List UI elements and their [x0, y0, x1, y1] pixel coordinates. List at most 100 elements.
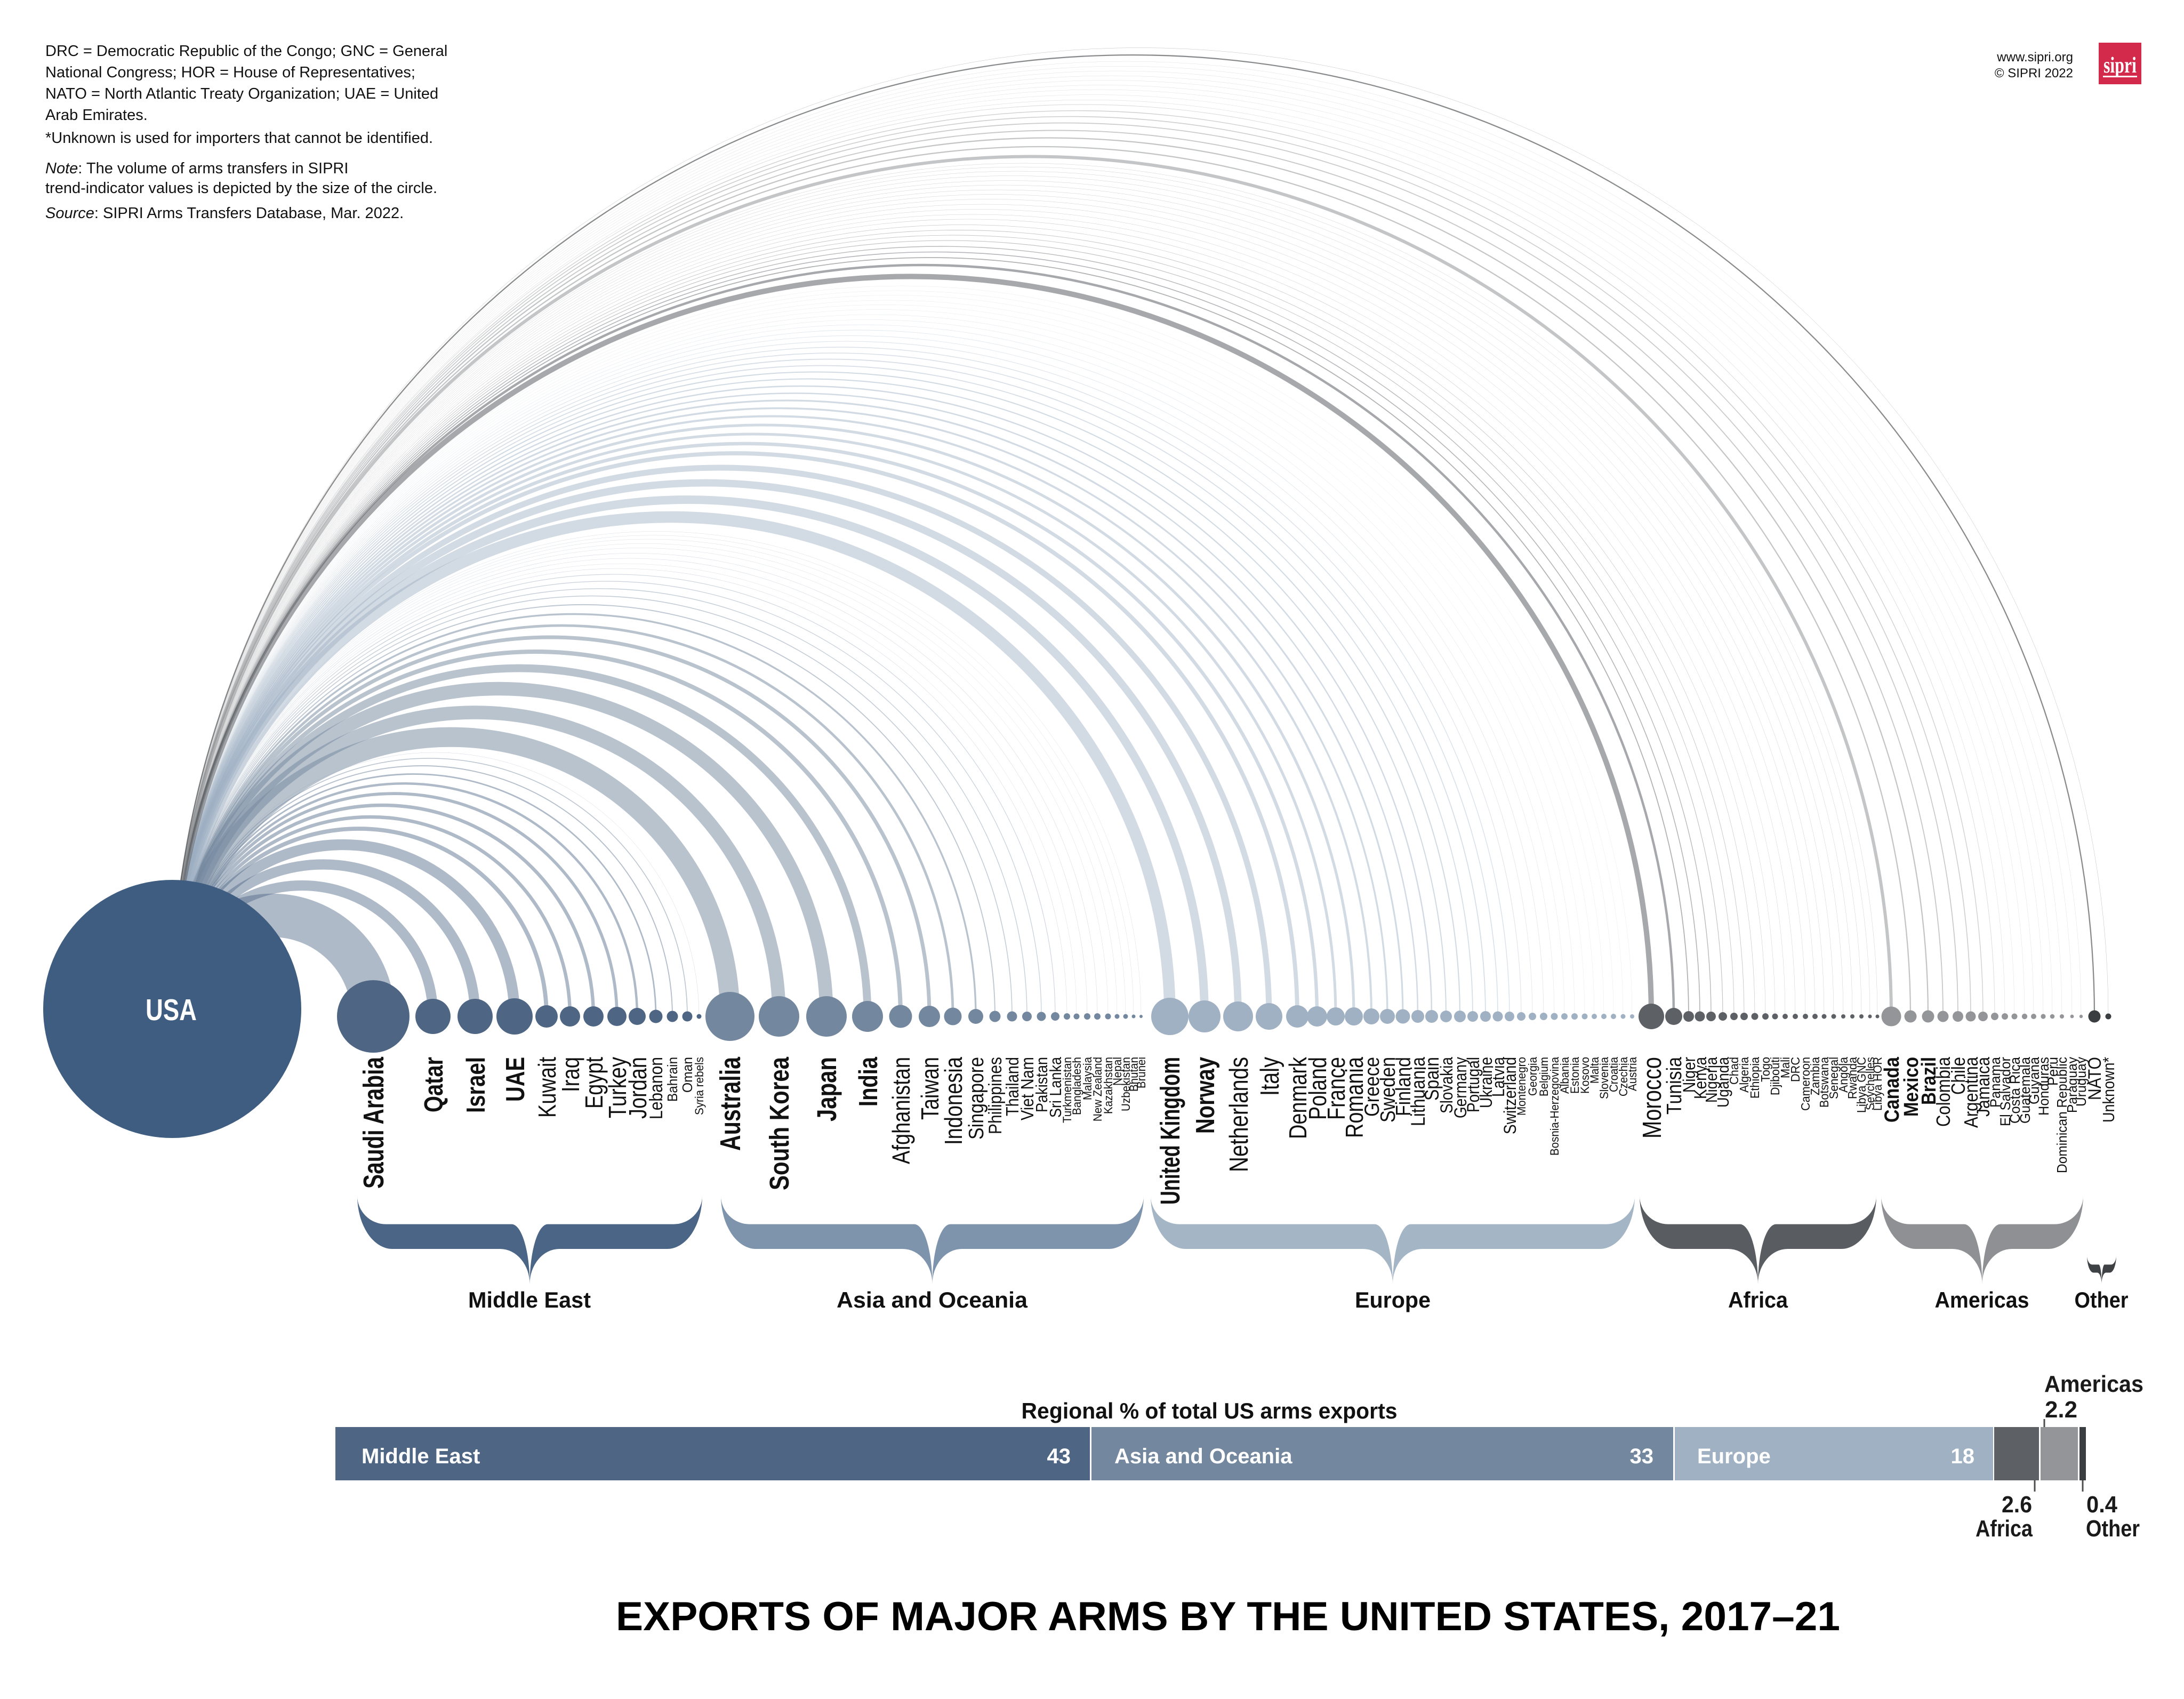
svg-text:Mexico: Mexico	[1900, 1057, 1923, 1117]
svg-text:Nigeria: Nigeria	[1702, 1056, 1721, 1103]
svg-text:Mali: Mali	[1778, 1057, 1792, 1078]
svg-text:Jordan: Jordan	[624, 1057, 652, 1119]
svg-text:Peru: Peru	[2045, 1057, 2061, 1086]
svg-text:Rwanda: Rwanda	[1845, 1057, 1859, 1099]
svg-text:www.sipri.org: www.sipri.org	[1996, 50, 2073, 65]
svg-text:Kazakhstan: Kazakhstan	[1102, 1057, 1115, 1114]
svg-text:Source: SIPRI Arms Transfers D: Source: SIPRI Arms Transfers Database, M…	[45, 205, 404, 222]
svg-text:Cameroon: Cameroon	[1798, 1057, 1812, 1111]
svg-text:Austria: Austria	[1626, 1056, 1639, 1091]
svg-text:Pakistan: Pakistan	[1032, 1057, 1051, 1112]
svg-text:Netherlands: Netherlands	[1225, 1057, 1254, 1172]
svg-text:USA: USA	[146, 993, 197, 1027]
svg-text:Costa Rica: Costa Rica	[2007, 1056, 2023, 1124]
svg-text:Kuwait: Kuwait	[533, 1057, 561, 1118]
svg-text:Malaysia: Malaysia	[1081, 1056, 1094, 1100]
svg-text:Montenegro: Montenegro	[1515, 1057, 1528, 1116]
svg-text:Honduras: Honduras	[2036, 1057, 2052, 1116]
svg-text:Slovenia: Slovenia	[1597, 1056, 1611, 1099]
svg-text:Angola: Angola	[1836, 1057, 1850, 1093]
svg-text:NATO = North Atlantic Treaty O: NATO = North Atlantic Treaty Organizatio…	[45, 85, 438, 102]
svg-text:Note: The volume of arms trans: Note: The volume of arms transfers in SI…	[45, 160, 348, 177]
svg-text:43: 43	[1047, 1445, 1071, 1468]
svg-text:Regional % of total US arms ex: Regional % of total US arms exports	[1022, 1398, 1398, 1423]
svg-text:NATO: NATO	[2085, 1057, 2105, 1100]
svg-text:Libya GNC: Libya GNC	[1854, 1057, 1868, 1113]
svg-text:trend-indicator values is depi: trend-indicator values is depicted by th…	[45, 180, 437, 197]
svg-text:Iraq: Iraq	[557, 1057, 584, 1092]
svg-text:Lebanon: Lebanon	[646, 1057, 667, 1119]
svg-text:Algeria: Algeria	[1737, 1057, 1751, 1093]
svg-text:Botswana: Botswana	[1817, 1057, 1831, 1108]
svg-text:Lithuania: Lithuania	[1407, 1057, 1429, 1126]
svg-text:Belgium: Belgium	[1537, 1057, 1551, 1096]
svg-text:Other: Other	[2086, 1516, 2140, 1542]
svg-text:Greece: Greece	[1361, 1057, 1384, 1117]
svg-text:Bangladesh: Bangladesh	[1070, 1057, 1083, 1115]
svg-text:El Salvador: El Salvador	[1997, 1057, 2013, 1126]
svg-text:Other: Other	[2075, 1287, 2129, 1312]
svg-text:Djibouti: Djibouti	[1768, 1057, 1782, 1095]
svg-text:Turkey: Turkey	[604, 1057, 631, 1118]
svg-text:Senegal: Senegal	[1827, 1057, 1841, 1099]
svg-text:Syria rebels: Syria rebels	[693, 1057, 706, 1115]
svg-text:Viet Nam: Viet Nam	[1017, 1057, 1037, 1120]
svg-text:France: France	[1322, 1057, 1350, 1120]
svg-text:2.6: 2.6	[2002, 1492, 2032, 1518]
svg-text:Turkmenistan: Turkmenistan	[1061, 1057, 1074, 1123]
svg-text:Qatar: Qatar	[420, 1057, 448, 1112]
svg-text:Guyana: Guyana	[2026, 1056, 2042, 1104]
svg-text:Czechia: Czechia	[1617, 1056, 1630, 1096]
svg-text:Chad: Chad	[1727, 1057, 1741, 1085]
svg-text:Americas: Americas	[2044, 1371, 2143, 1397]
svg-text:Seychelles: Seychelles	[1864, 1057, 1877, 1110]
svg-text:18: 18	[1951, 1445, 1975, 1468]
svg-text:Middle East: Middle East	[362, 1445, 480, 1468]
svg-text:Spain: Spain	[1421, 1057, 1443, 1101]
svg-text:Oman: Oman	[679, 1057, 695, 1093]
svg-text:Bahrain: Bahrain	[664, 1057, 680, 1102]
svg-text:UAE: UAE	[501, 1057, 530, 1102]
svg-text:Ethiopia: Ethiopia	[1748, 1057, 1762, 1099]
svg-text:Libya HOR: Libya HOR	[1871, 1057, 1884, 1111]
svg-text:Unknown*: Unknown*	[2099, 1057, 2118, 1123]
svg-text:Panama: Panama	[1987, 1056, 2003, 1108]
svg-text:Denmark: Denmark	[1284, 1056, 1312, 1139]
svg-text:Albania: Albania	[1558, 1056, 1571, 1094]
svg-text:United Kingdom: United Kingdom	[1155, 1057, 1185, 1205]
svg-text:Europe: Europe	[1355, 1287, 1431, 1312]
svg-text:Thailand: Thailand	[1002, 1057, 1022, 1116]
svg-text:Ukraine: Ukraine	[1476, 1057, 1496, 1108]
svg-text:Chile: Chile	[1947, 1057, 1969, 1095]
svg-text:India: India	[854, 1056, 883, 1107]
svg-text:Afghanistan: Afghanistan	[887, 1057, 915, 1164]
svg-text:Brazil: Brazil	[1918, 1057, 1940, 1105]
svg-text:Paraguay: Paraguay	[2064, 1057, 2080, 1113]
svg-text:DRC = Democratic Republic of t: DRC = Democratic Republic of the Congo; …	[45, 43, 447, 60]
svg-text:Egypt: Egypt	[580, 1057, 608, 1109]
svg-text:Philippines: Philippines	[985, 1057, 1006, 1134]
svg-text:Colombia: Colombia	[1932, 1056, 1954, 1127]
svg-text:Zambia: Zambia	[1808, 1057, 1822, 1095]
svg-text:Italy: Italy	[1256, 1057, 1284, 1096]
svg-text:Asia and Oceania: Asia and Oceania	[837, 1287, 1028, 1312]
svg-text:Canada: Canada	[1881, 1057, 1904, 1123]
svg-text:Sri Lanka: Sri Lanka	[1046, 1056, 1065, 1118]
svg-text:Portugal: Portugal	[1464, 1057, 1483, 1112]
svg-text:Dominican Republic: Dominican Republic	[2054, 1057, 2070, 1173]
svg-text:EXPORTS OF MAJOR ARMS BY THE U: EXPORTS OF MAJOR ARMS BY THE UNITED STAT…	[616, 1594, 1840, 1639]
svg-text:Georgia: Georgia	[1526, 1056, 1539, 1096]
svg-text:Singapore: Singapore	[965, 1057, 988, 1140]
svg-text:Taiwan: Taiwan	[916, 1057, 944, 1120]
svg-text:Tunisia: Tunisia	[1663, 1057, 1686, 1115]
svg-text:33: 33	[1630, 1445, 1654, 1468]
svg-text:Niger: Niger	[1680, 1057, 1699, 1093]
svg-text:© SIPRI 2022: © SIPRI 2022	[1995, 66, 2073, 81]
svg-text:0.4: 0.4	[2086, 1492, 2117, 1518]
svg-text:2.2: 2.2	[2045, 1397, 2077, 1423]
svg-text:National Congress; HOR = House: National Congress; HOR = House of Repres…	[45, 64, 415, 81]
svg-text:Argentina: Argentina	[1960, 1056, 1982, 1128]
svg-text:Arab Emirates.: Arab Emirates.	[45, 107, 148, 124]
svg-text:Latvia: Latvia	[1489, 1057, 1508, 1097]
svg-text:Sweden: Sweden	[1377, 1057, 1400, 1123]
